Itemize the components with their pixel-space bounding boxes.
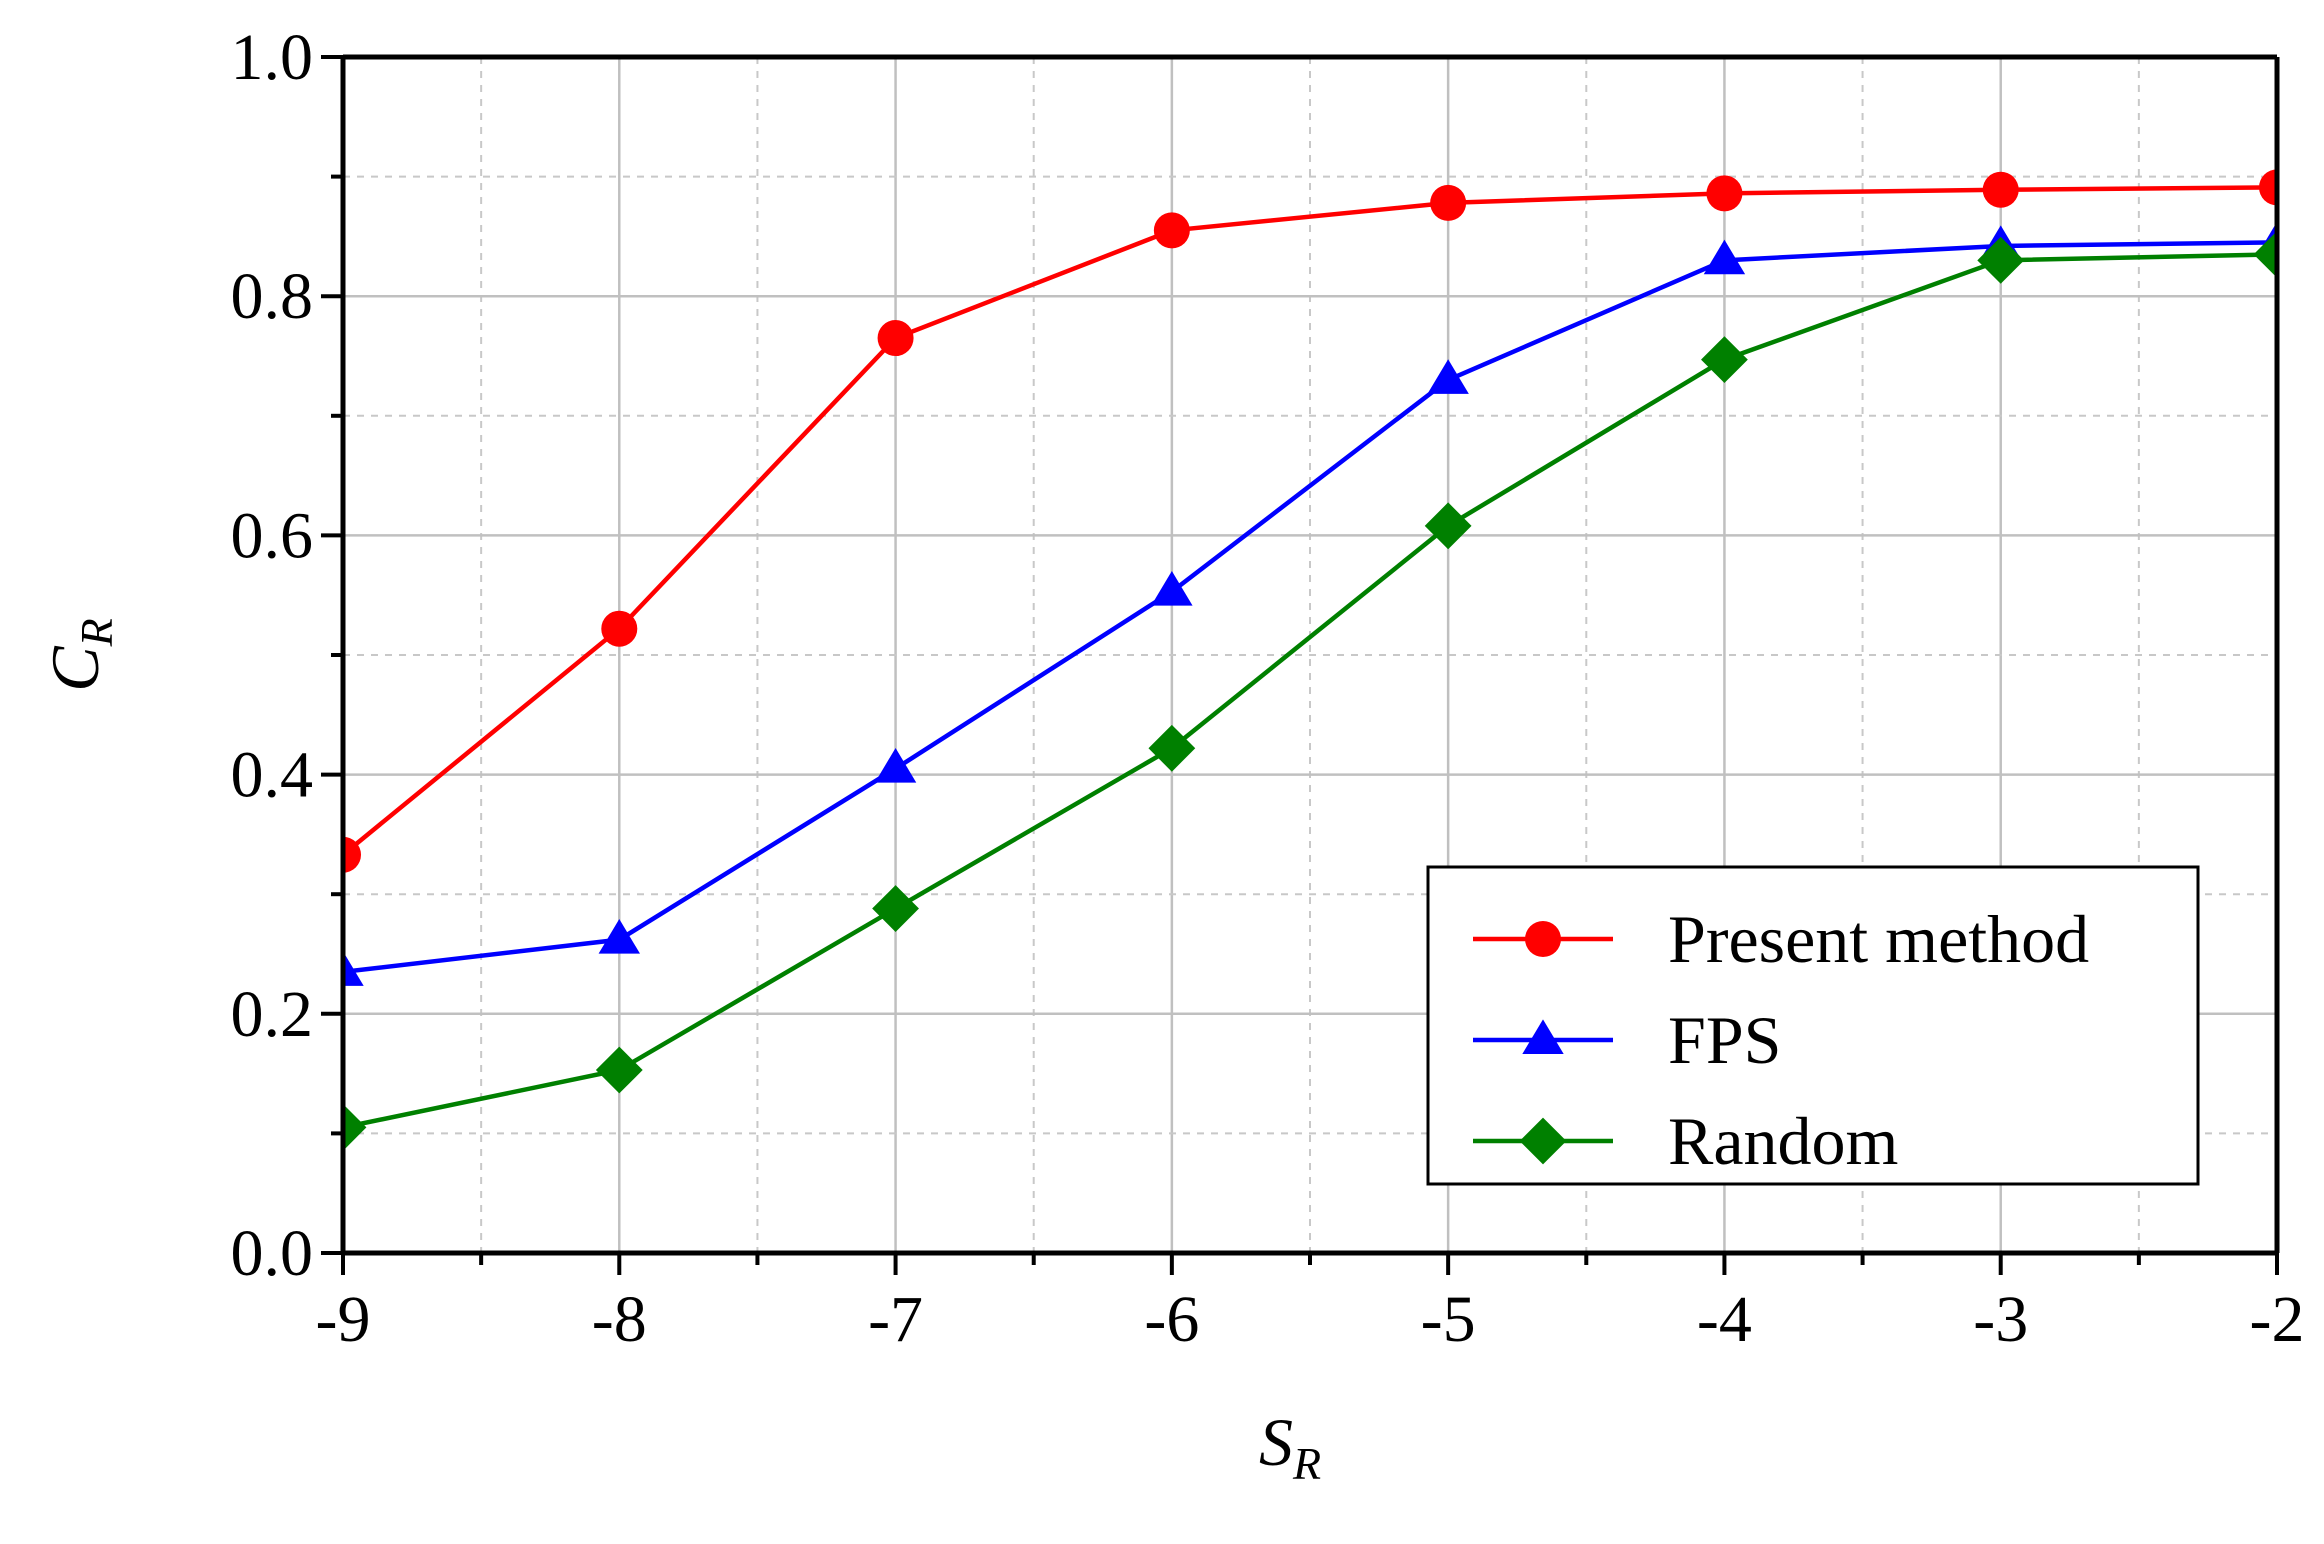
series-random xyxy=(343,230,2277,1151)
data-point xyxy=(1151,570,1193,606)
data-point xyxy=(343,951,364,986)
data-point xyxy=(598,919,640,954)
data-point xyxy=(1977,236,2025,284)
legend-item: FPS xyxy=(1473,1002,1781,1078)
x-tick-label: -5 xyxy=(1421,1283,1476,1356)
legend-item: Present method xyxy=(1473,901,2089,977)
tick-labels: -9 -8 -7 -6 -5 -4 -3 -2 0.0 0.2 0.4 0.6 0.8 1.0 xyxy=(231,21,2305,1356)
data-point xyxy=(1148,724,1196,772)
legend-marker xyxy=(1519,1117,1567,1165)
data-point xyxy=(601,610,638,647)
x-tick-label: -6 xyxy=(1144,1283,1199,1356)
y-axis-title: CR xyxy=(37,618,122,691)
data-point xyxy=(2259,169,2277,206)
x-tick-label: -2 xyxy=(2250,1283,2305,1356)
data-point xyxy=(2253,230,2277,278)
x-tick-label: -3 xyxy=(1973,1283,2028,1356)
y-axis-title-sub: R xyxy=(71,618,122,647)
data-point xyxy=(877,320,914,357)
y-tick-label: 0.2 xyxy=(231,978,314,1051)
legend-label: Random xyxy=(1668,1103,1898,1179)
y-tick-label: 0.6 xyxy=(231,499,314,572)
x-axis-title-main: S xyxy=(1259,1404,1293,1480)
y-tick-label: 0.8 xyxy=(231,260,314,333)
y-axis-title-main: C xyxy=(37,646,113,692)
x-axis-title: SR xyxy=(1259,1404,1321,1489)
x-tick-label: -8 xyxy=(592,1283,647,1356)
y-tick-label: 0.0 xyxy=(231,1217,314,1290)
data-point xyxy=(595,1046,643,1094)
series-line xyxy=(343,252,2277,1130)
legend-marker xyxy=(1525,921,1561,957)
series-present-method xyxy=(343,169,2277,873)
legend-marker xyxy=(1522,1019,1564,1054)
data-point xyxy=(1982,171,2019,208)
data-point xyxy=(1153,212,1190,249)
data-point xyxy=(1706,175,1743,212)
data-point xyxy=(874,747,917,783)
legend-item: Random xyxy=(1473,1103,1898,1179)
axes xyxy=(321,54,2280,1275)
y-tick-label: 0.4 xyxy=(231,739,314,812)
data-point xyxy=(1701,336,1748,383)
legend-label: FPS xyxy=(1668,1002,1781,1078)
data-point xyxy=(1703,239,1746,275)
data-point xyxy=(1427,359,1469,394)
legend-label: Present method xyxy=(1668,901,2089,977)
data-point xyxy=(343,836,361,873)
data-point xyxy=(1430,184,1467,221)
series-line xyxy=(343,240,2277,975)
x-tick-label: -7 xyxy=(868,1283,923,1356)
data-point xyxy=(1424,502,1472,550)
x-tick-label: -9 xyxy=(316,1283,371,1356)
data-point xyxy=(872,885,919,932)
x-axis-title-sub: R xyxy=(1292,1438,1321,1489)
x-tick-label: -4 xyxy=(1697,1283,1752,1356)
legend: Present method FPS Random xyxy=(1426,865,2200,1186)
series-line xyxy=(343,185,2277,857)
y-tick-label: 1.0 xyxy=(231,21,314,94)
data-point xyxy=(343,1104,367,1151)
series-layer xyxy=(343,169,2277,1151)
